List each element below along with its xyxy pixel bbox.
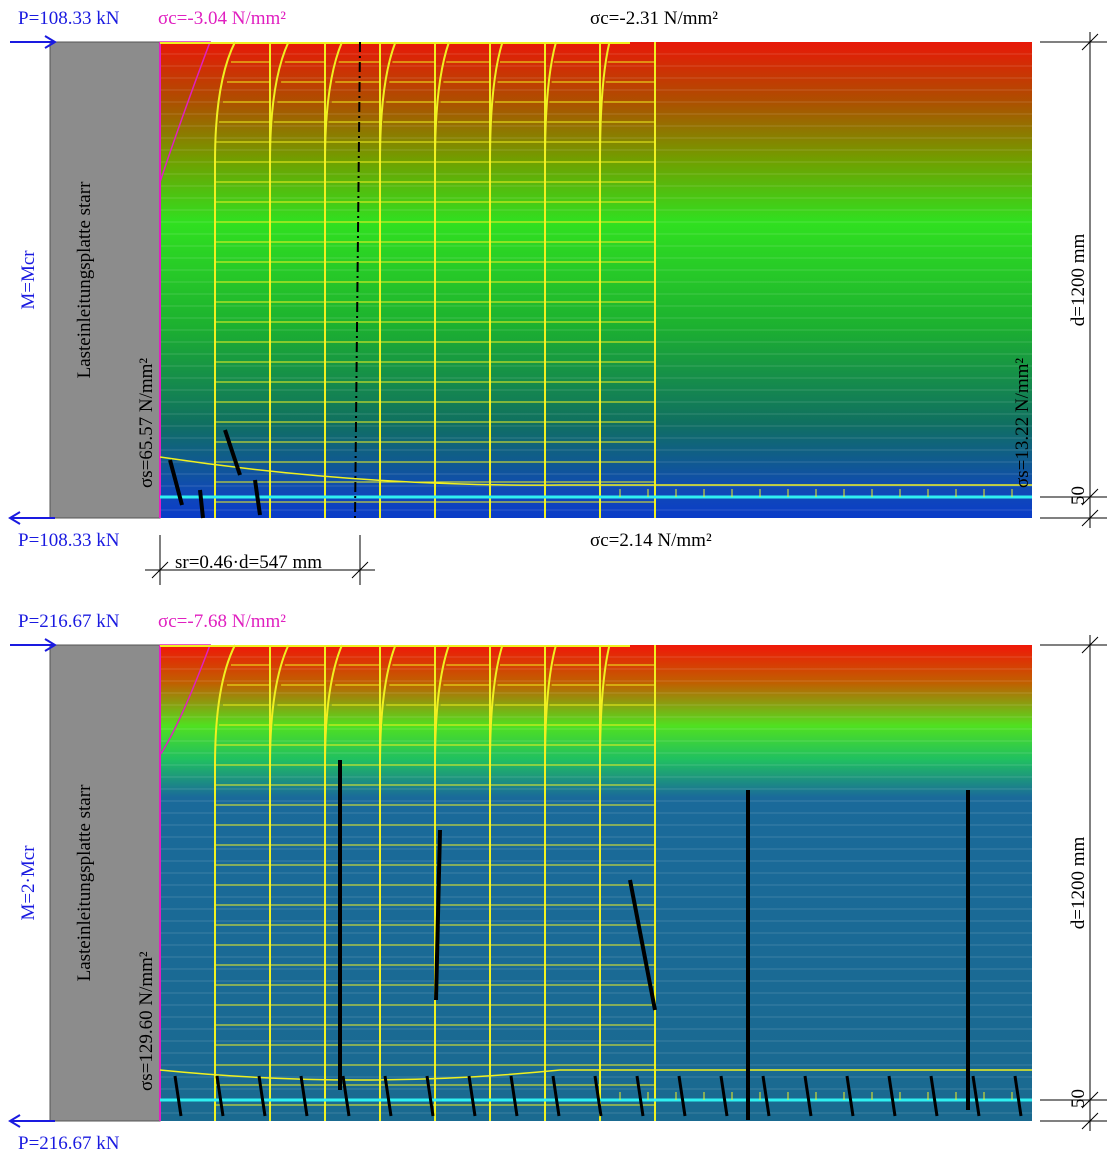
stirrup [214,41,236,518]
stress-label: σc=2.14 N/mm² [590,530,712,551]
cover-label: 50 [1068,486,1089,505]
depth-label: d=1200 mm [1068,234,1089,327]
load-arrow [10,638,57,652]
stirrup [489,41,504,518]
crack [223,429,242,476]
crack [635,1075,645,1117]
crack [509,1075,519,1117]
crack [257,1075,267,1117]
decor [8,32,1107,1131]
depth-label: d=1200 mm [1068,837,1089,930]
crack [215,1075,225,1117]
stirrup [544,644,557,1121]
load-plate [49,41,161,519]
labels: P=108.33 kN σc=-3.04 N/mm² σc=-2.31 N/mm² M… [18,8,1089,1154]
crack [971,1075,981,1117]
plate-label: Lasteinleitungsplatte starr [74,784,95,981]
steel-stress-label: σs=13.22 N/mm² [1012,358,1033,488]
cover-label: 50 [1068,1089,1089,1108]
crack [1013,1075,1023,1117]
stress-label: σc=-7.68 N/mm² [158,611,286,632]
crack [173,1075,183,1117]
stirrup [599,41,611,518]
stirrup [434,644,450,1121]
crack [887,1075,897,1117]
crack [803,1075,813,1117]
dimension-line [145,535,375,585]
crack [341,1075,351,1117]
crack [551,1075,561,1117]
moment-label: M=2·Mcr [18,845,39,921]
crack [845,1075,855,1117]
stirrup [324,644,343,1121]
crack [761,1075,771,1117]
stirrup [269,41,290,518]
stirrup [599,644,611,1121]
crack [253,479,262,516]
beam-stress-field [160,42,1032,518]
dimension-line [1040,32,1107,528]
rebar-band [159,456,1032,486]
load-label: P=216.67 kN [18,611,120,632]
crack [677,1075,687,1117]
stirrup [379,644,397,1121]
load-label: P=216.67 kN [18,1133,120,1154]
plate-label: Lasteinleitungsplatte starr [74,181,95,378]
stirrup [434,41,450,518]
load-arrow [8,1114,55,1128]
crack-spacing-label: sr=0.46·d=547 mm [175,552,322,573]
crack [383,1075,393,1117]
rebar-band [159,1069,1032,1081]
dimension-line [1040,635,1107,1131]
stress-label: σc=-2.31 N/mm² [590,8,718,29]
crack [719,1075,729,1117]
stirrup [269,644,290,1121]
stress-label: σc=-3.04 N/mm² [158,8,286,29]
beam-stress-field [160,645,1032,1121]
crack [168,459,184,506]
crack [425,1075,435,1117]
load-plate [49,644,161,1122]
crack [198,489,205,519]
compression-block [159,644,212,756]
crack [593,1075,603,1117]
crack [299,1075,309,1117]
load-arrow [8,511,55,525]
stirrup [379,41,397,518]
compression-block [159,41,212,183]
load-arrow [10,35,57,49]
crack [929,1075,939,1117]
load-label: P=108.33 kN [18,8,120,29]
steel-stress-label: σs=65.57 N/mm² [136,358,157,488]
stirrup [214,644,236,1121]
steel-stress-label: σs=129.60 N/mm² [136,951,157,1091]
crack [434,829,442,1001]
stirrup [489,644,504,1121]
moment-label: M=Mcr [18,250,39,310]
stirrup [544,41,557,518]
crack [467,1075,477,1117]
load-label: P=108.33 kN [18,530,120,551]
stirrup [324,41,343,518]
crack [628,879,657,1011]
